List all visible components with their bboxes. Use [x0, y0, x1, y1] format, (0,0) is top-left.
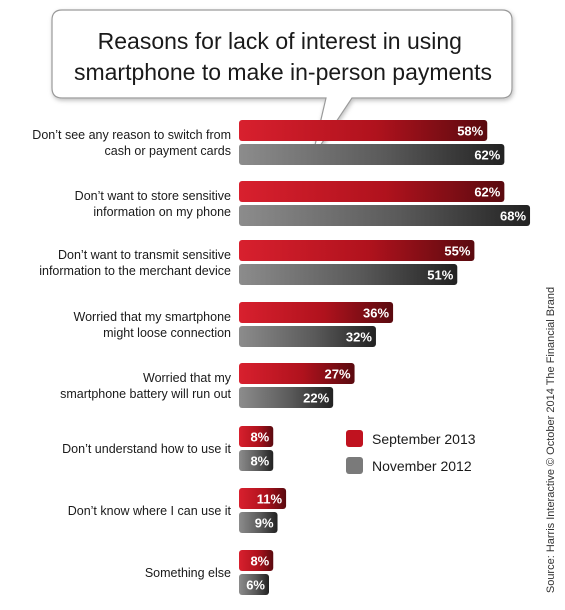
value-label-november-2012-0: 62% [474, 148, 500, 163]
bar-september-2013-2 [239, 240, 475, 261]
value-label-september-2013-0: 58% [457, 124, 483, 139]
category-label-1-line-1: information on my phone [93, 205, 231, 219]
bar-november-2012-2 [239, 264, 458, 285]
category-label-2-line-0: Don’t want to transmit sensitive [58, 248, 231, 262]
value-label-november-2012-1: 68% [500, 209, 526, 224]
bar-november-2012-7 [239, 574, 269, 595]
category-label-7: Something else [145, 566, 231, 580]
legend-swatch-september-2013 [346, 430, 363, 447]
category-label-1-line-0: Don’t want to store sensitive [75, 189, 231, 203]
category-label-3: Worried that my smartphone might loose co… [74, 310, 232, 340]
value-label-september-2013-4: 27% [325, 367, 351, 382]
category-label-6: Don’t know where I can use it [68, 504, 232, 518]
value-label-september-2013-7: 8% [250, 554, 269, 569]
bar-september-2013-6 [239, 488, 287, 509]
category-label-0-line-1: cash or payment cards [105, 144, 231, 158]
bar-september-2013-0 [239, 120, 488, 141]
bar-september-2013-4 [239, 363, 355, 384]
category-label-0-line-0: Don’t see any reason to switch from [32, 128, 231, 142]
value-label-november-2012-6: 9% [255, 516, 274, 531]
category-label-4-line-1: smartphone battery will run out [60, 387, 231, 401]
category-label-5-line-0: Don’t understand how to use it [62, 442, 231, 456]
value-label-september-2013-3: 36% [363, 306, 389, 321]
category-label-3-line-0: Worried that my smartphone [74, 310, 232, 324]
legend-label-november-2012: November 2012 [372, 458, 472, 474]
category-label-0: Don’t see any reason to switch from cash … [32, 128, 231, 158]
bar-november-2012-5 [239, 450, 274, 471]
category-label-3-line-1: might loose connection [103, 326, 231, 340]
bar-november-2012-1 [239, 205, 531, 226]
bars-group: 58%62%62%68%55%51%36%32%27%22%8%8%11%9%8… [239, 120, 531, 595]
value-label-september-2013-1: 62% [474, 185, 500, 200]
category-label-2-line-1: information to the merchant device [39, 264, 231, 278]
category-label-4: Worried that my smartphone battery will r… [60, 371, 232, 401]
value-label-november-2012-7: 6% [246, 578, 265, 593]
legend-swatch-november-2012 [346, 457, 363, 474]
value-label-november-2012-2: 51% [427, 268, 453, 283]
value-label-september-2013-6: 11% [257, 492, 283, 507]
value-label-september-2013-5: 8% [250, 430, 269, 445]
chart-title: Reasons for lack of interest in using sm… [74, 28, 492, 85]
bar-november-2012-3 [239, 326, 376, 347]
chart-title-line-2: smartphone to make in-person payments [74, 59, 492, 85]
bar-september-2013-1 [239, 181, 505, 202]
category-label-4-line-0: Worried that my [143, 371, 232, 385]
source-note: Source: Harris Interactive © October 201… [545, 287, 557, 593]
category-label-5: Don’t understand how to use it [62, 442, 231, 456]
category-label-7-line-0: Something else [145, 566, 231, 580]
value-label-november-2012-3: 32% [346, 330, 372, 345]
bar-september-2013-5 [239, 426, 274, 447]
legend-label-september-2013: September 2013 [372, 431, 476, 447]
value-label-november-2012-5: 8% [250, 454, 269, 469]
legend: September 2013 November 2012 [346, 430, 476, 474]
category-label-2: Don’t want to transmit sensitive informat… [39, 248, 231, 278]
bar-november-2012-4 [239, 387, 334, 408]
category-labels: Don’t see any reason to switch from cash … [32, 128, 231, 580]
bar-november-2012-6 [239, 512, 278, 533]
bar-november-2012-0 [239, 144, 505, 165]
value-label-november-2012-4: 22% [303, 391, 329, 406]
category-label-1: Don’t want to store sensitive information… [75, 189, 231, 219]
value-label-september-2013-2: 55% [444, 244, 470, 259]
bar-september-2013-3 [239, 302, 394, 323]
chart-title-line-1: Reasons for lack of interest in using [98, 28, 462, 54]
category-label-6-line-0: Don’t know where I can use it [68, 504, 232, 518]
bar-september-2013-7 [239, 550, 274, 571]
